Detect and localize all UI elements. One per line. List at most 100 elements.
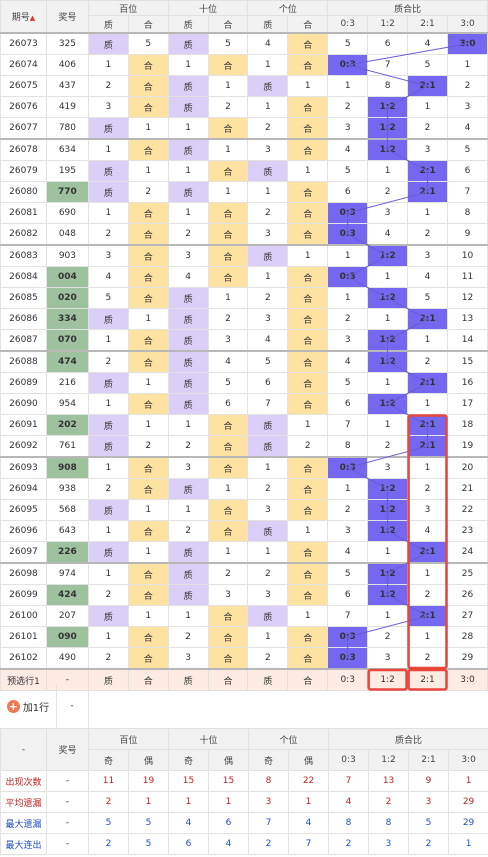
units-header: 个位 (247, 0, 329, 16)
ratio-cell: 2 (407, 584, 448, 606)
period-cell: 26082 (0, 223, 47, 246)
units-composite-cell: 合 (287, 181, 329, 203)
ratio-cell: 1 (407, 626, 448, 648)
ratio-cell: 1 (327, 287, 369, 309)
add-row-area: + 加1行 - (0, 684, 488, 729)
tens-composite-cell: 4 (207, 350, 249, 373)
ratio-cell: 1 (407, 456, 448, 479)
period-header[interactable]: 期号▲ (0, 0, 47, 34)
ratio-subheader: 1:2 (367, 15, 409, 34)
period-cell: 26101 (0, 626, 47, 648)
ratio-cell: 2:1 (407, 435, 448, 458)
hundreds-composite-cell: 合 (127, 647, 169, 670)
units-composite-cell: 1 (287, 605, 329, 627)
table-row: 26102 490 2 合 3 合 2 合 0:3 3 2 29 (0, 647, 488, 670)
prize-cell: 770 (45, 181, 89, 203)
tens-prime-cell: 4 (167, 266, 209, 288)
units-composite-cell: 合 (287, 499, 329, 521)
ratio-cell: 3 (367, 647, 409, 670)
units-composite-cell: 1 (287, 75, 329, 97)
ratio-cell: 5 (407, 287, 448, 309)
stats-value: 4 (288, 812, 330, 834)
ratio-cell: 1:2 (367, 244, 409, 267)
predict-select-cell[interactable]: 质 (87, 668, 129, 691)
ratio-cell: 4 (407, 32, 448, 55)
hundreds-composite-cell: 2 (127, 181, 169, 203)
hundreds-prime-cell: 3 (87, 244, 129, 267)
tens-prime-cell: 2 (167, 520, 209, 542)
predict-select-cell[interactable]: 合 (127, 668, 169, 691)
hundreds-composite-cell: 合 (127, 202, 169, 224)
units-prime-cell: 1 (247, 266, 289, 288)
units-prime-cell: 4 (247, 329, 289, 352)
hundreds-prime-cell: 1 (87, 456, 129, 479)
stats-row: 出现次数 -11 19 15 15 8 22 7 13 9 1 (0, 770, 488, 792)
period-cell: 26081 (0, 202, 47, 224)
hundreds-prime-cell: 3 (87, 96, 129, 118)
predict-ratio-cell[interactable]: 0:3 (327, 668, 369, 691)
stats-value: 5 (127, 833, 170, 855)
stats-value: 3 (408, 791, 450, 813)
table-row: 26083 903 3 合 3 合质 1 1 1:2 3 10 (0, 244, 488, 267)
units-composite-cell: 合 (287, 562, 329, 585)
ratio-cell: 3 (327, 520, 369, 542)
ratio-cell: 3 (407, 499, 448, 521)
ratio-cell: 1:2 (367, 478, 409, 500)
predict-select-cell[interactable]: 合 (207, 668, 249, 691)
units-prime-cell: 2 (247, 287, 289, 309)
stats-value: 4 (208, 833, 250, 855)
stats-value: 13 (368, 770, 410, 792)
hundreds-composite-cell: 1 (127, 414, 169, 436)
stats-odd: 奇 (248, 749, 290, 771)
hundreds-header: 百位 (87, 0, 169, 16)
units-prime-cell: 质 (247, 435, 289, 458)
hundreds-composite-cell: 合 (127, 96, 169, 118)
hundreds-composite-cell: 1 (127, 372, 169, 394)
ratio-cell: 2:1 (407, 181, 448, 203)
ratio-cell: 1 (327, 478, 369, 500)
table-row: 26087 070 1 合质 3 4 合 3 1:2 1 14 (0, 329, 488, 352)
predict-select-cell[interactable]: 质 (247, 668, 289, 691)
stats-row: 最大连出 -2 5 6 4 2 7 2 3 2 1 (0, 833, 488, 855)
stats-value: 2 (88, 791, 129, 813)
ratio-cell: 4 (407, 520, 448, 542)
hundreds-composite-cell: 合 (127, 584, 169, 606)
units-prime-cell: 质 (247, 244, 289, 267)
stats-value: 29 (448, 791, 488, 813)
hundreds-composite-cell: 合 (127, 287, 169, 309)
tens-composite-cell: 合 (207, 499, 249, 521)
units-composite-cell: 1 (287, 244, 329, 267)
stats-value: 3 (368, 833, 410, 855)
ratio-cell: 27 (446, 605, 488, 627)
tens-prime-cell: 质 (167, 138, 209, 161)
stats-ratio-3-0: 3:0 (448, 749, 488, 771)
predict-select-cell[interactable]: 合 (287, 668, 329, 691)
hundreds-prime-cell: 质 (87, 414, 129, 436)
sort-icon[interactable]: ▲ (29, 14, 36, 22)
hundreds-prime-cell: 1 (87, 202, 129, 224)
tens-prime-cell: 1 (167, 499, 209, 521)
ratio-cell: 18 (446, 414, 488, 436)
prize-cell: 938 (45, 478, 89, 500)
stats-hundreds-header: 百位 (87, 728, 170, 750)
stats-row-dash: - (46, 791, 89, 813)
hundreds-prime-cell: 1 (87, 329, 129, 352)
units-composite-cell: 合 (287, 96, 329, 118)
table-row: 26093 908 1 合 3 合 1 合 0:3 3 1 20 (0, 456, 488, 479)
tens-prime-cell: 质 (167, 32, 209, 55)
add-row-label: 加1行 (22, 702, 50, 714)
ratio-cell: 5 (327, 562, 369, 585)
hundreds-prime-cell: 质 (87, 117, 129, 140)
predict-ratio-cell[interactable]: 3:0 (446, 668, 488, 691)
stats-value: 9 (408, 770, 450, 792)
stats-table: - 奖号 百位 十位 个位 质合比 奇 偶 奇 偶 奇 偶 0:3 1:2 2:… (0, 728, 488, 855)
ratio-cell: 4 (446, 117, 488, 140)
add-row-button[interactable]: + 加1行 (0, 684, 57, 728)
period-cell: 26102 (0, 647, 47, 670)
prize-cell: 903 (45, 244, 89, 267)
stats-tens-header: 十位 (168, 728, 250, 750)
stats-row-label: 最大遗漏 (0, 812, 47, 834)
predict-select-cell[interactable]: 质 (167, 668, 209, 691)
units-composite-cell: 合 (287, 647, 329, 670)
predict-label[interactable]: 预选行1 (0, 668, 47, 691)
